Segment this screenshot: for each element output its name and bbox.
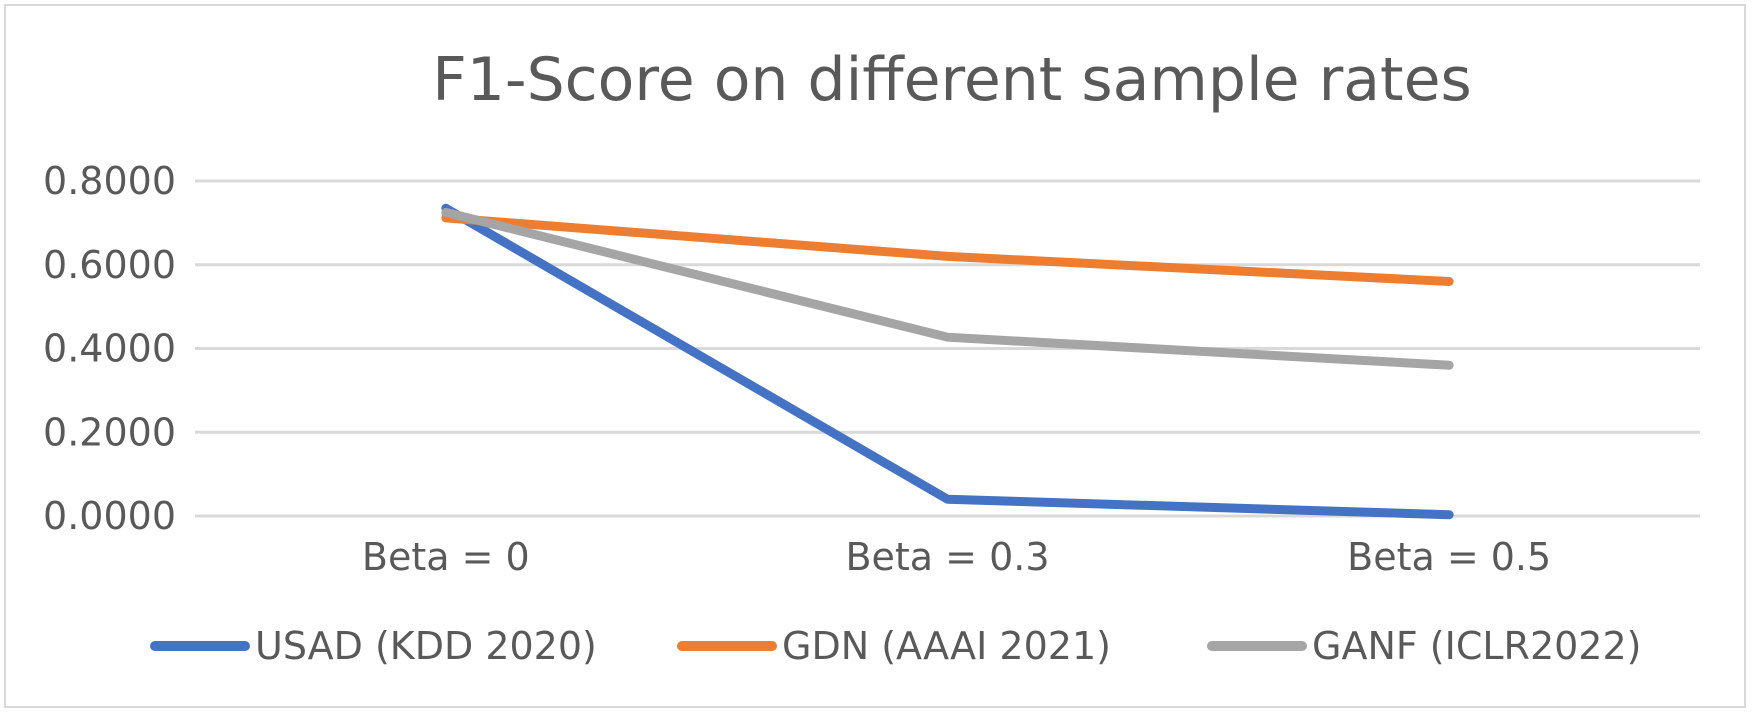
legend-label: USAD (KDD 2020) — [255, 624, 597, 668]
data-point — [445, 211, 447, 213]
series-lines — [441, 203, 1454, 520]
legend-label: GANF (ICLR2022) — [1312, 624, 1641, 668]
y-tick-label: 0.0000 — [43, 494, 176, 538]
chart-title: F1-Score on different sample rates — [432, 45, 1472, 115]
series-line-2 — [441, 207, 1454, 370]
x-tick-label: Beta = 0 — [362, 535, 530, 579]
data-point — [1448, 364, 1450, 366]
y-tick-label: 0.8000 — [43, 159, 176, 203]
data-point — [1448, 281, 1450, 282]
data-point — [1448, 514, 1450, 516]
chart-frame — [4, 4, 1746, 708]
data-point — [947, 336, 948, 338]
gridlines — [195, 179, 1700, 518]
x-axis-tick-labels: Beta = 0 Beta = 0.3 Beta = 0.5 — [362, 535, 1551, 579]
legend: USAD (KDD 2020) GDN (AAAI 2021) GANF (ICLR… — [150, 624, 1641, 668]
data-point — [947, 255, 948, 257]
x-tick-label: Beta = 0.3 — [845, 535, 1049, 579]
y-tick-label: 0.4000 — [43, 327, 176, 371]
legend-label: GDN (AAAI 2021) — [782, 624, 1111, 668]
y-axis-tick-labels: 0.0000 0.2000 0.4000 0.6000 0.8000 — [43, 159, 176, 538]
data-point — [445, 217, 447, 219]
y-tick-label: 0.6000 — [43, 243, 176, 287]
data-point — [947, 498, 948, 500]
y-tick-label: 0.2000 — [43, 410, 176, 454]
x-tick-label: Beta = 0.5 — [1347, 535, 1551, 579]
